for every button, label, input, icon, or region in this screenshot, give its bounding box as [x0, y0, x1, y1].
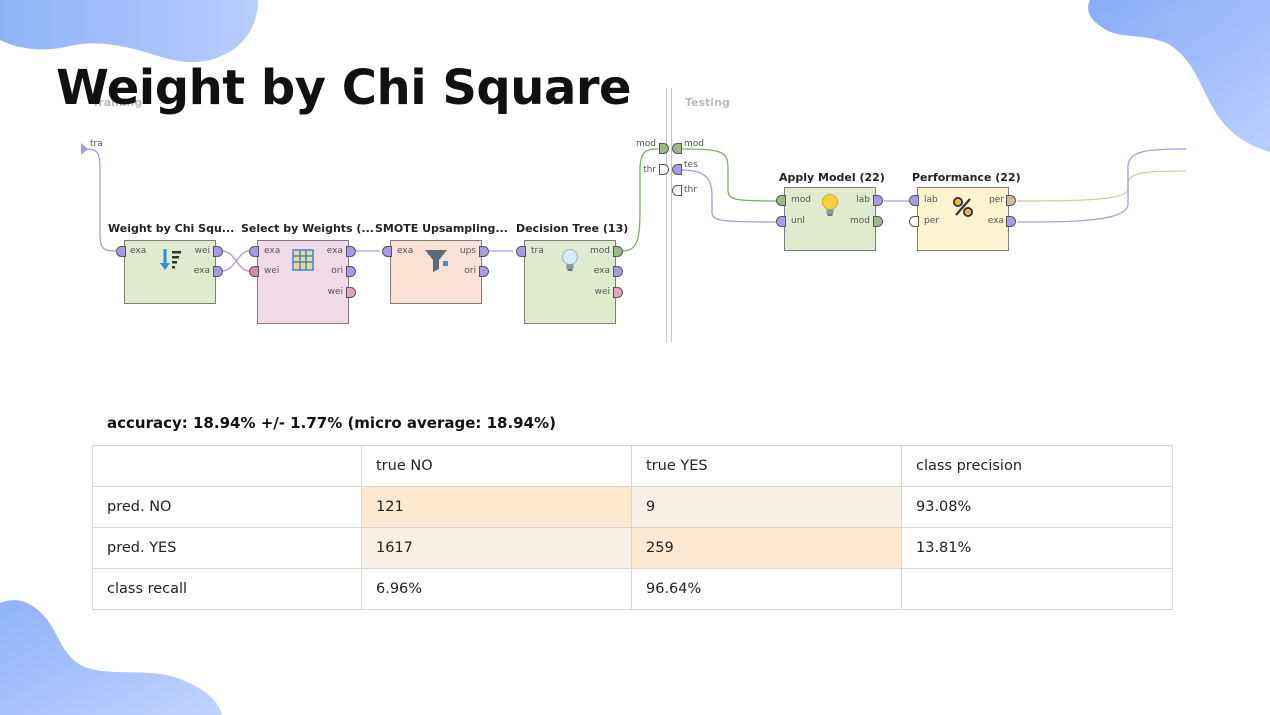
table-row: class recall 6.96% 96.64%: [92, 568, 1173, 610]
row-label: class recall: [92, 568, 362, 610]
row-label: pred. YES: [92, 527, 362, 569]
blob-top-right: [1088, 0, 1270, 152]
port-label: lab: [856, 195, 870, 205]
section-label-training: Training: [92, 96, 143, 109]
port-label: per: [924, 216, 939, 226]
port-out-ori[interactable]: [479, 266, 489, 277]
port-label: exa: [987, 216, 1004, 226]
row-label: pred. NO: [92, 486, 362, 528]
slide-title: Weight by Chi Square: [56, 60, 632, 116]
port-out-wei[interactable]: [213, 246, 223, 257]
port-out-exa[interactable]: [213, 266, 223, 277]
subprocess-port-tes[interactable]: [672, 164, 682, 175]
table-cell: 96.64%: [631, 568, 902, 610]
port-label: exa: [593, 266, 610, 276]
percent-icon: [918, 194, 1008, 220]
table-cell: 259: [631, 527, 902, 569]
port-in-exa[interactable]: [249, 246, 259, 257]
port-out-exa[interactable]: [613, 266, 623, 277]
subprocess-port-mod-right[interactable]: [672, 143, 682, 154]
operator-title-weight-by-chi-square: Weight by Chi Squ...: [108, 222, 235, 235]
operator-title-select-by-weights: Select by Weights (...: [241, 222, 374, 235]
operator-title-smote-upsampling: SMOTE Upsampling...: [375, 222, 508, 235]
port-out-mod[interactable]: [613, 246, 623, 257]
port-in-mod[interactable]: [776, 195, 786, 206]
port-in-exa[interactable]: [382, 246, 392, 257]
subprocess-divider: [666, 88, 672, 342]
table-header-row: true NO true YES class precision: [92, 445, 1173, 487]
port-in-wei[interactable]: [249, 266, 259, 277]
process-input-port[interactable]: [81, 143, 89, 155]
operator-apply-model[interactable]: [784, 187, 876, 251]
lightbulb-icon: [525, 247, 615, 273]
port-label: exa: [264, 246, 281, 256]
port-label: exa: [397, 246, 414, 256]
confusion-matrix-table: true NO true YES class precision pred. N…: [92, 445, 1173, 610]
accuracy-summary: accuracy: 18.94% +/- 1.77% (micro averag…: [107, 414, 556, 432]
operator-title-apply-model: Apply Model (22): [779, 171, 885, 184]
port-in-per[interactable]: [909, 216, 919, 227]
port-label: mod: [684, 139, 704, 149]
lightbulb-on-icon: [785, 192, 875, 218]
table-row: pred. YES 1617 259 13.81%: [92, 527, 1173, 569]
port-label: wei: [594, 287, 610, 297]
table-cell: 6.96%: [361, 568, 632, 610]
port-out-exa[interactable]: [1006, 216, 1016, 227]
table-select-icon: [258, 247, 348, 273]
port-in-tra[interactable]: [516, 246, 526, 257]
port-out-ori[interactable]: [346, 266, 356, 277]
port-label: ori: [464, 266, 476, 276]
subprocess-port-thr-right[interactable]: [672, 185, 682, 196]
operator-decision-tree[interactable]: [524, 240, 616, 324]
port-label: mod: [850, 216, 870, 226]
port-label: wei: [194, 246, 210, 256]
port-label: thr: [643, 165, 656, 175]
blob-bottom-left: [0, 600, 222, 715]
subprocess-port-mod-left[interactable]: [659, 143, 669, 154]
section-label-testing: Testing: [685, 96, 730, 109]
port-label: exa: [130, 246, 147, 256]
table-cell: [901, 568, 1173, 610]
port-out-per[interactable]: [1006, 195, 1016, 206]
sort-weights-icon: [125, 247, 215, 273]
port-label: tra: [531, 246, 544, 256]
port-out-ups[interactable]: [479, 246, 489, 257]
port-label: mod: [791, 195, 811, 205]
port-in-exa[interactable]: [116, 246, 126, 257]
port-label: mod: [636, 139, 656, 149]
port-label: mod: [590, 246, 610, 256]
port-label: exa: [326, 246, 343, 256]
port-label: lab: [924, 195, 938, 205]
operator-select-by-weights[interactable]: [257, 240, 349, 324]
table-cell: 13.81%: [901, 527, 1173, 569]
port-label: ups: [459, 246, 476, 256]
port-label: wei: [327, 287, 343, 297]
port-out-wei[interactable]: [613, 287, 623, 298]
process-input-port-label: tra: [90, 139, 103, 149]
port-in-unl[interactable]: [776, 216, 786, 227]
port-out-exa[interactable]: [346, 246, 356, 257]
table-header-cell: class precision: [901, 445, 1173, 487]
port-label: exa: [193, 266, 210, 276]
subprocess-port-thr-left[interactable]: [659, 164, 669, 175]
operator-title-performance: Performance (22): [912, 171, 1021, 184]
port-label: wei: [264, 266, 280, 276]
blob-top-left: [0, 0, 258, 63]
table-cell: 1617: [361, 527, 632, 569]
port-label: ori: [331, 266, 343, 276]
funnel-icon: [391, 247, 481, 273]
port-label: thr: [684, 185, 697, 195]
operator-title-decision-tree: Decision Tree (13): [516, 222, 629, 235]
table-header-cell: true YES: [631, 445, 902, 487]
port-label: per: [989, 195, 1004, 205]
table-header-cell: true NO: [361, 445, 632, 487]
table-cell: 121: [361, 486, 632, 528]
port-in-lab[interactable]: [909, 195, 919, 206]
port-label: tes: [684, 160, 698, 170]
port-label: unl: [791, 216, 805, 226]
port-out-mod[interactable]: [873, 216, 883, 227]
port-out-lab[interactable]: [873, 195, 883, 206]
port-out-wei[interactable]: [346, 287, 356, 298]
